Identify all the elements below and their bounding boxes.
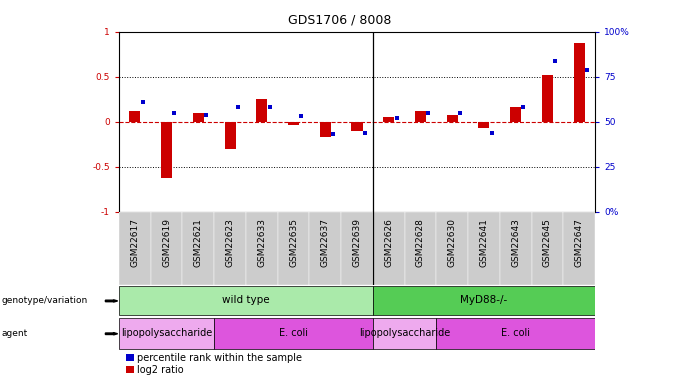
Text: log2 ratio: log2 ratio <box>137 365 184 375</box>
Text: wild type: wild type <box>222 295 270 305</box>
Bar <box>341 212 373 285</box>
Text: E. coli: E. coli <box>279 328 308 338</box>
Text: GSM22641: GSM22641 <box>479 218 488 267</box>
Bar <box>373 286 595 315</box>
Text: GSM22628: GSM22628 <box>416 218 425 267</box>
Bar <box>437 318 595 349</box>
Bar <box>320 122 330 137</box>
Bar <box>500 212 532 285</box>
Bar <box>532 212 563 285</box>
Bar <box>214 318 373 349</box>
Bar <box>415 111 426 122</box>
Bar <box>542 75 553 122</box>
Text: GSM22621: GSM22621 <box>194 218 203 267</box>
Text: MyD88-/-: MyD88-/- <box>460 295 507 305</box>
Bar <box>510 106 522 122</box>
Text: GSM22645: GSM22645 <box>543 218 552 267</box>
Text: E. coli: E. coli <box>501 328 530 338</box>
Text: GSM22630: GSM22630 <box>447 218 457 267</box>
Bar <box>288 122 299 126</box>
Bar <box>214 212 246 285</box>
Text: genotype/variation: genotype/variation <box>1 296 88 305</box>
Bar <box>405 212 437 285</box>
Text: agent: agent <box>1 329 28 338</box>
Bar <box>161 122 172 178</box>
Bar <box>563 212 595 285</box>
Text: GSM22623: GSM22623 <box>226 218 235 267</box>
Bar <box>119 318 214 349</box>
Bar <box>383 117 394 122</box>
Bar <box>447 115 458 122</box>
Text: GDS1706 / 8008: GDS1706 / 8008 <box>288 13 392 26</box>
Text: GSM22626: GSM22626 <box>384 218 393 267</box>
Text: GSM22639: GSM22639 <box>352 218 362 267</box>
Bar <box>151 212 182 285</box>
Bar <box>119 212 151 285</box>
Bar <box>573 43 585 122</box>
Text: lipopolysaccharide: lipopolysaccharide <box>359 328 450 338</box>
Bar <box>119 286 373 315</box>
Bar <box>193 113 204 122</box>
Bar <box>129 111 140 122</box>
Text: GSM22647: GSM22647 <box>575 218 583 267</box>
Bar <box>352 122 362 131</box>
Bar <box>468 212 500 285</box>
Text: GSM22643: GSM22643 <box>511 218 520 267</box>
Text: GSM22637: GSM22637 <box>321 218 330 267</box>
Bar <box>246 212 277 285</box>
Text: GSM22635: GSM22635 <box>289 218 298 267</box>
Bar <box>182 212 214 285</box>
Text: GSM22617: GSM22617 <box>131 218 139 267</box>
Bar <box>224 122 235 149</box>
Bar <box>437 212 468 285</box>
Text: GSM22619: GSM22619 <box>162 218 171 267</box>
Text: lipopolysaccharide: lipopolysaccharide <box>121 328 212 338</box>
Bar <box>277 212 309 285</box>
Bar <box>479 122 490 128</box>
Bar <box>309 212 341 285</box>
Bar <box>256 99 267 122</box>
Bar <box>373 318 437 349</box>
Text: GSM22633: GSM22633 <box>257 218 267 267</box>
Text: percentile rank within the sample: percentile rank within the sample <box>137 353 302 363</box>
Bar <box>373 212 405 285</box>
